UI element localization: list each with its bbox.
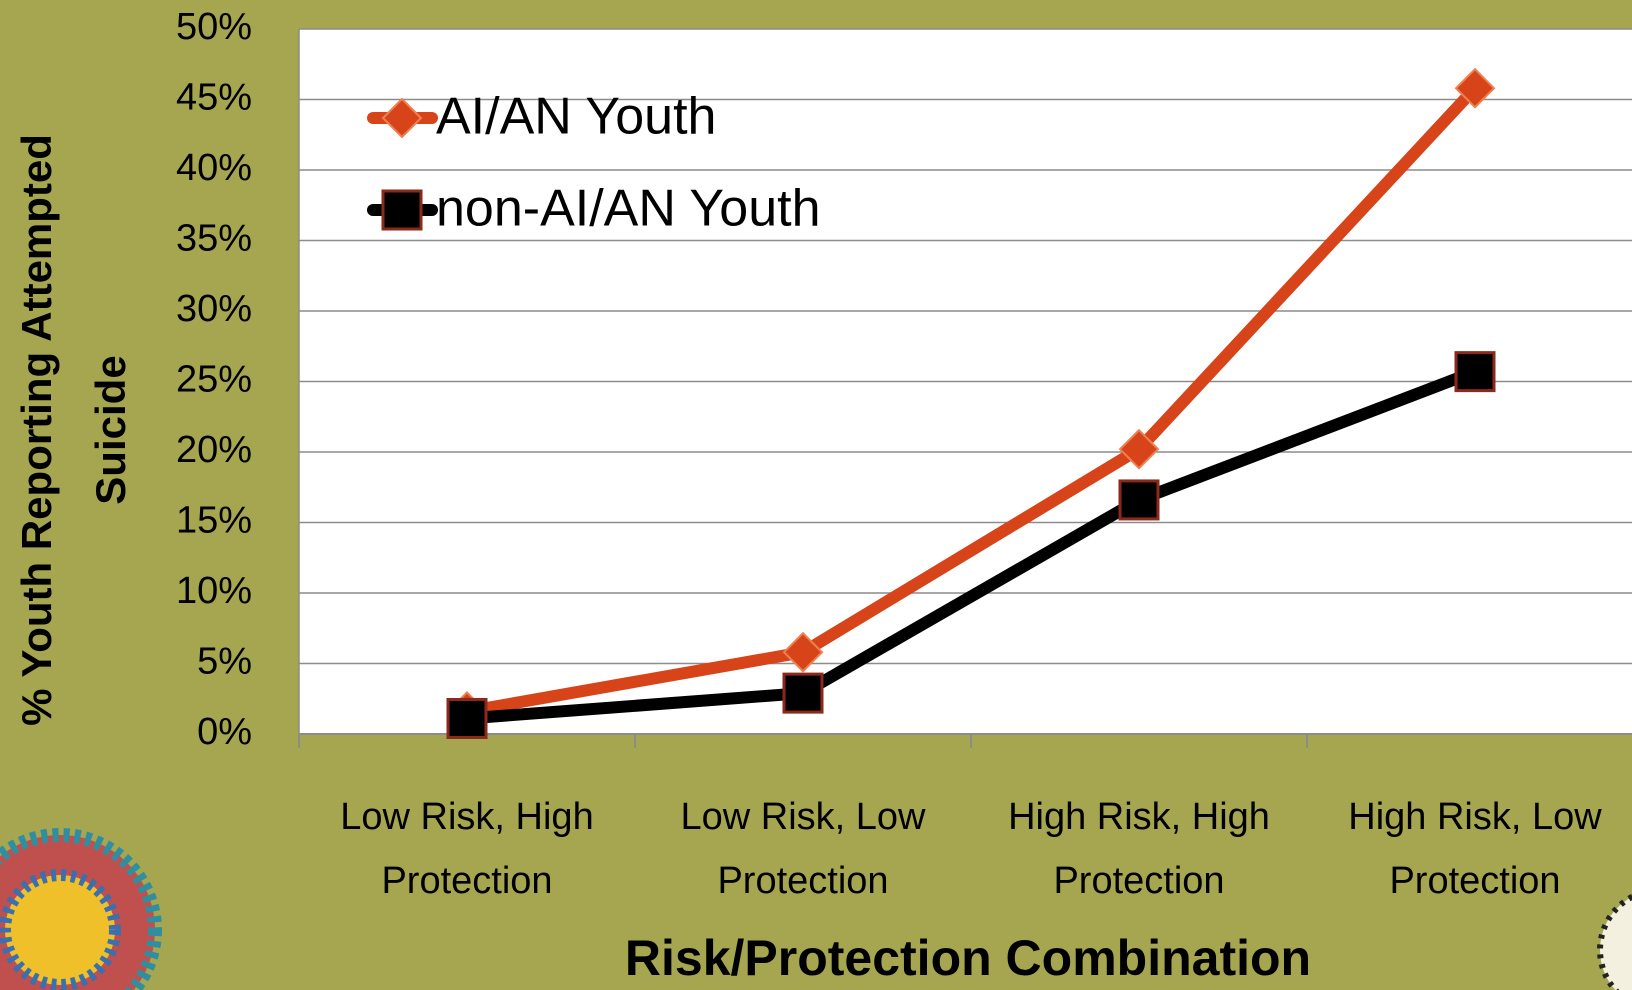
point: [448, 699, 486, 737]
decoration: [5, 875, 115, 985]
y-tick-label: 40%: [176, 147, 252, 189]
y-tick-label: 50%: [176, 6, 252, 48]
page: {"chart_data": {"type": "line", "x_label…: [0, 0, 1632, 990]
point: [1456, 353, 1494, 391]
y-axis-title: % Youth Reporting Attempted: [13, 134, 60, 726]
y-tick-label: 15%: [176, 500, 252, 542]
legend-marker: [383, 191, 421, 229]
legend-label: AI/AN Youth: [436, 88, 716, 146]
x-tick-label: High Risk, High Protection: [971, 785, 1307, 913]
y-tick-label: 30%: [176, 288, 252, 330]
y-axis-title: Suicide: [87, 355, 134, 504]
y-tick-label: 5%: [197, 641, 252, 683]
y-tick-label: 25%: [176, 359, 252, 401]
y-tick-label: 45%: [176, 77, 252, 119]
x-tick-label: Low Risk, Low Protection: [635, 785, 971, 913]
x-tick-label: Low Risk, High Protection: [299, 785, 635, 913]
x-axis-title: Risk/Protection Combination: [625, 930, 1311, 986]
point: [1120, 481, 1158, 519]
point: [784, 674, 822, 712]
y-tick-label: 10%: [176, 570, 252, 612]
y-tick-label: 0%: [197, 711, 252, 753]
y-tick-label: 20%: [176, 429, 252, 471]
legend-label: non-AI/AN Youth: [436, 180, 821, 238]
y-tick-label: 35%: [176, 218, 252, 260]
x-tick-label: High Risk, Low Protection: [1307, 785, 1632, 913]
